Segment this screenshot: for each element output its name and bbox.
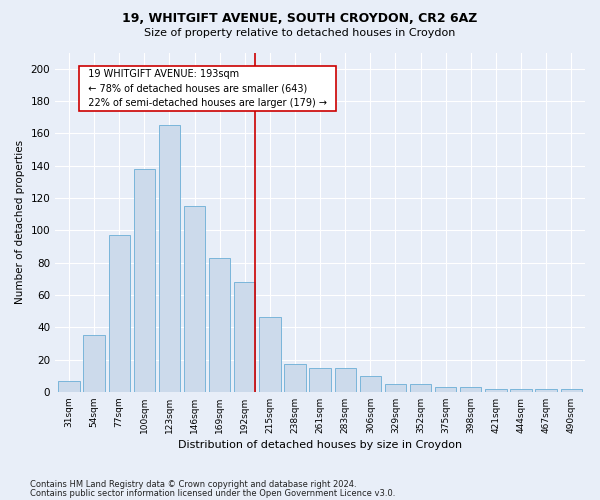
Y-axis label: Number of detached properties: Number of detached properties (15, 140, 25, 304)
Text: Contains HM Land Registry data © Crown copyright and database right 2024.: Contains HM Land Registry data © Crown c… (30, 480, 356, 489)
Bar (259, 318, 281, 392)
Bar (385, 384, 406, 392)
Bar (58, 380, 80, 392)
Text: 19, WHITGIFT AVENUE, SOUTH CROYDON, CR2 6AZ: 19, WHITGIFT AVENUE, SOUTH CROYDON, CR2 … (122, 12, 478, 26)
X-axis label: Distribution of detached houses by size in Croydon: Distribution of detached houses by size … (178, 440, 462, 450)
Bar (209, 258, 230, 392)
Bar (234, 282, 256, 392)
Bar (310, 368, 331, 392)
Bar (359, 376, 381, 392)
Bar (134, 169, 155, 392)
Text: Size of property relative to detached houses in Croydon: Size of property relative to detached ho… (145, 28, 455, 38)
Text: Contains public sector information licensed under the Open Government Licence v3: Contains public sector information licen… (30, 489, 395, 498)
Bar (410, 384, 431, 392)
Bar (460, 387, 481, 392)
Bar (335, 368, 356, 392)
Bar (83, 336, 105, 392)
Bar (435, 387, 457, 392)
Bar (109, 235, 130, 392)
Bar (535, 388, 557, 392)
Bar (184, 206, 205, 392)
Bar (284, 364, 305, 392)
Bar (510, 388, 532, 392)
Text: 19 WHITGIFT AVENUE: 193sqm  
  ← 78% of detached houses are smaller (643)  
  22: 19 WHITGIFT AVENUE: 193sqm ← 78% of deta… (82, 68, 333, 108)
Bar (159, 125, 180, 392)
Bar (560, 388, 582, 392)
Bar (485, 388, 506, 392)
